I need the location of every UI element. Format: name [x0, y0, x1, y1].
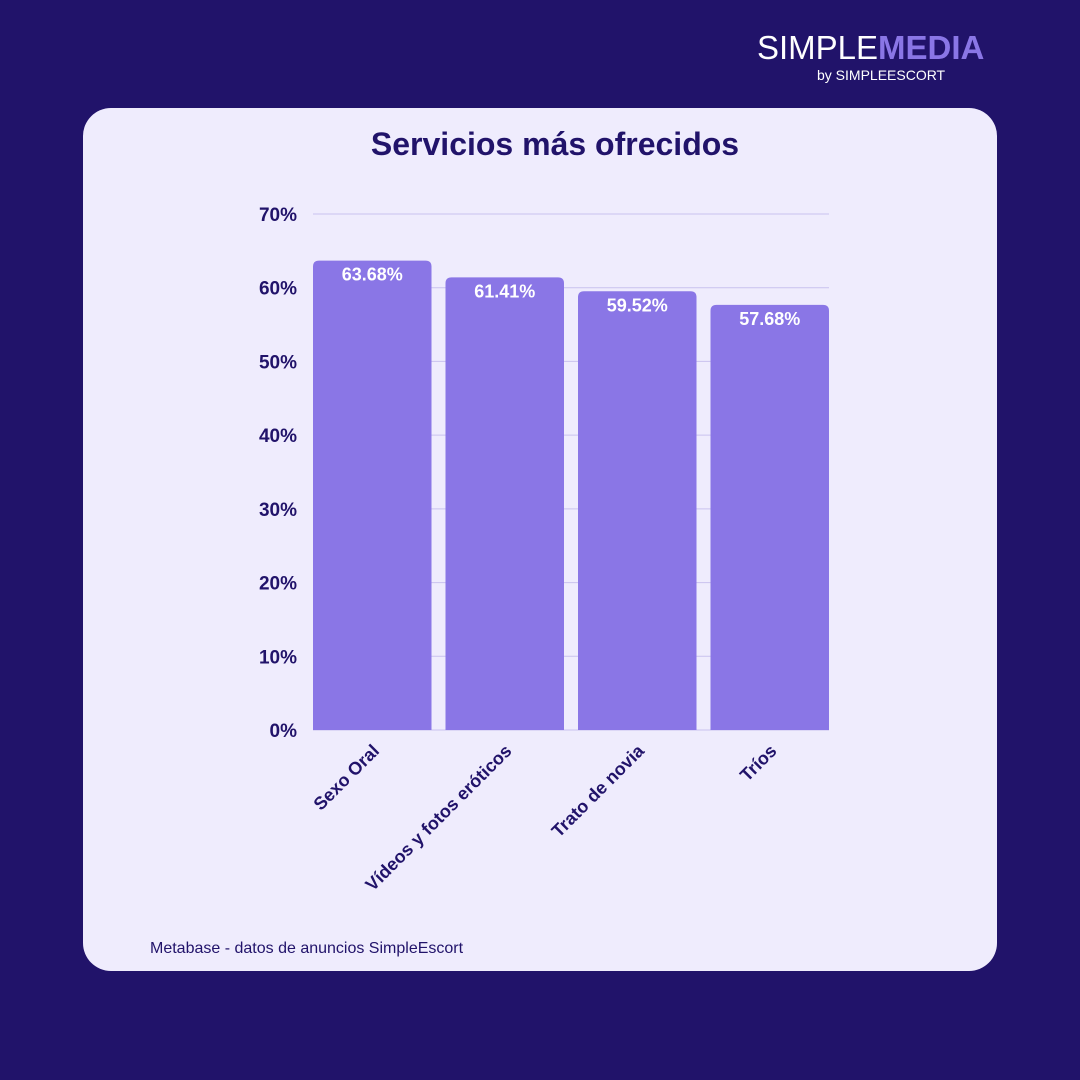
brand-byline: by SIMPLEESCORT [817, 67, 946, 83]
y-tick-label: 70% [259, 205, 297, 226]
bar [445, 277, 564, 730]
y-tick-label: 50% [259, 352, 297, 373]
brand-logo: SIMPLEMEDIA by SIMPLEESCORT [757, 29, 985, 84]
x-tick-label: Tríos [736, 741, 781, 786]
data-label: 63.68% [342, 265, 403, 285]
y-tick-label: 30% [259, 500, 297, 521]
brand-name-part2: MEDIA [878, 29, 985, 66]
chart-title: Servicios más ofrecidos [371, 126, 739, 162]
y-tick-label: 0% [270, 721, 298, 742]
bar [578, 291, 697, 730]
y-tick-label: 20% [259, 574, 297, 595]
y-tick-label: 60% [259, 279, 297, 300]
data-label: 61.41% [474, 281, 535, 301]
bar [710, 304, 829, 730]
data-label: 59.52% [607, 295, 668, 315]
x-tick-label: Sexo Oral [310, 741, 384, 815]
y-tick-label: 10% [259, 647, 297, 668]
brand-name-part1: SIMPLE [757, 29, 879, 66]
x-tick-label: Trato de novia [548, 740, 649, 841]
x-tick-label: Vídeos y fotos eróticos [361, 741, 515, 895]
y-tick-label: 40% [259, 426, 297, 447]
bar [313, 260, 432, 730]
data-label: 57.68% [739, 309, 800, 329]
source-note: Metabase - datos de anuncios SimpleEscor… [150, 940, 464, 957]
